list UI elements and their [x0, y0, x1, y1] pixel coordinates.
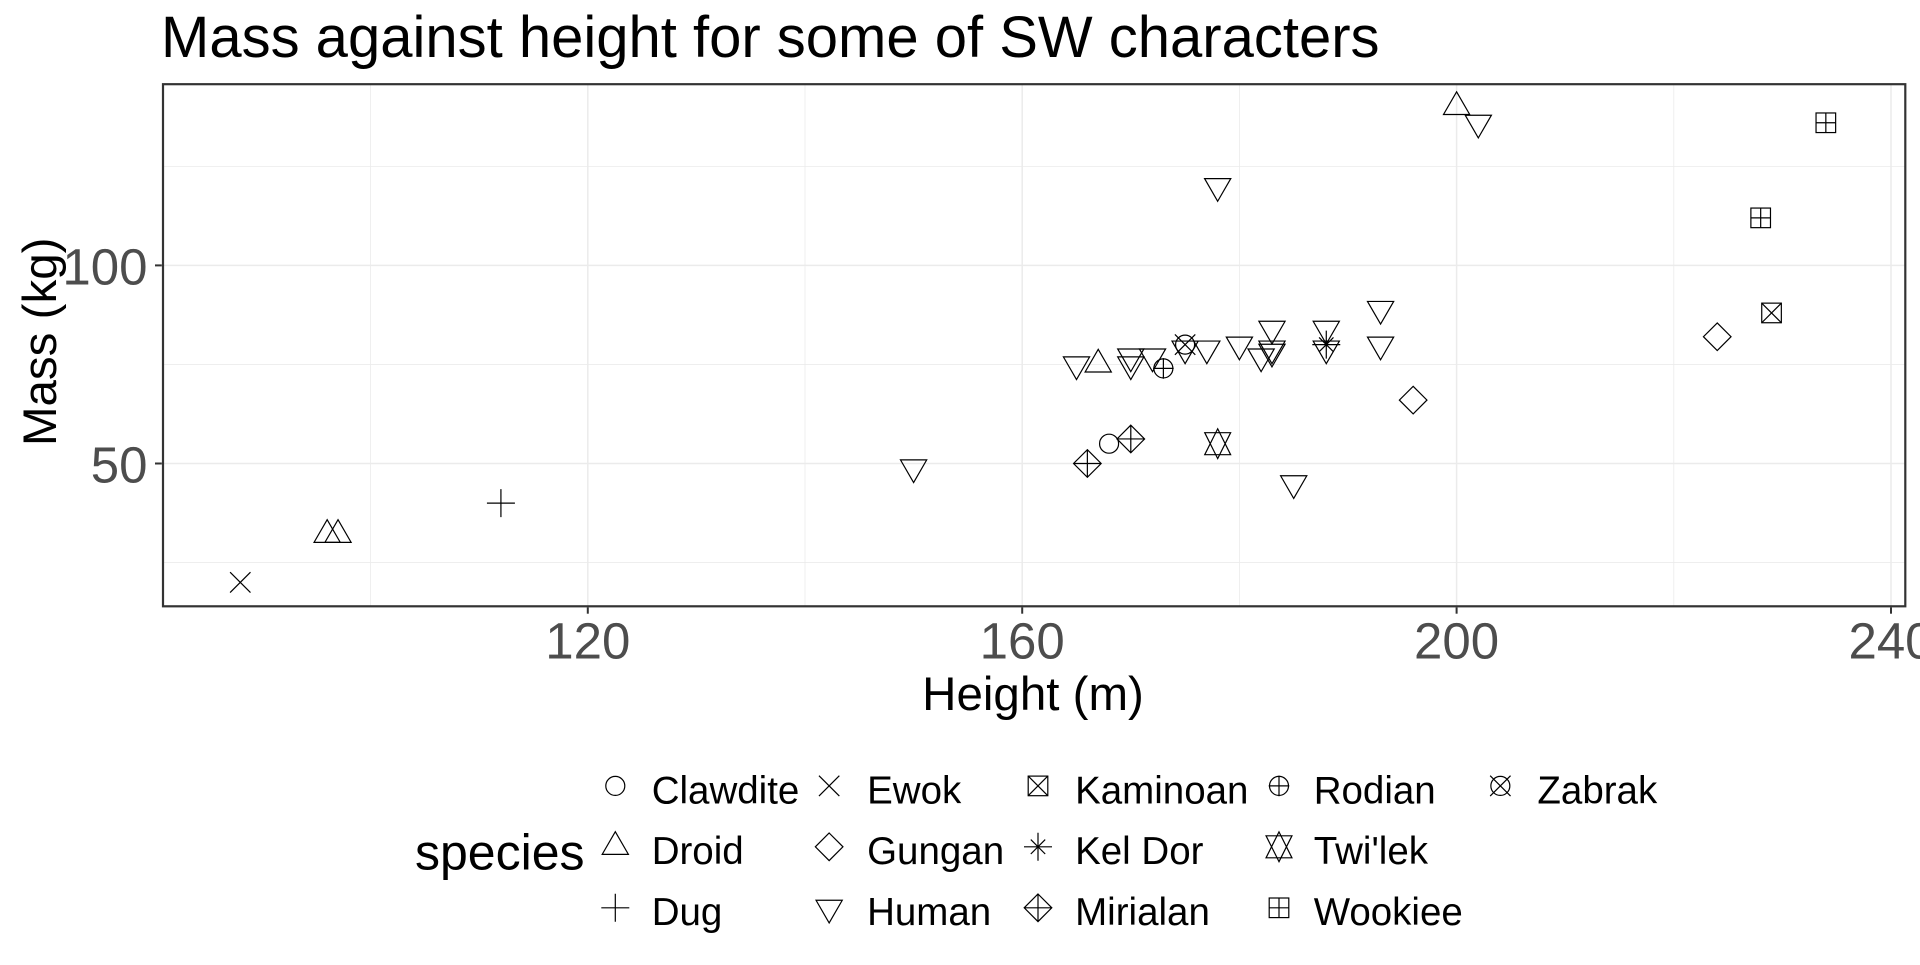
svg-text:100: 100: [62, 239, 147, 296]
svg-text:Kaminoan: Kaminoan: [1075, 769, 1248, 812]
svg-text:Mirialan: Mirialan: [1075, 891, 1210, 934]
svg-text:Gungan: Gungan: [867, 830, 1004, 873]
svg-text:Rodian: Rodian: [1314, 769, 1436, 812]
svg-text:Height (m): Height (m): [922, 668, 1144, 721]
svg-text:Ewok: Ewok: [867, 769, 962, 812]
svg-text:120: 120: [545, 612, 630, 669]
svg-text:50: 50: [91, 437, 148, 494]
svg-text:Clawdite: Clawdite: [652, 769, 800, 812]
svg-text:Wookiee: Wookiee: [1314, 891, 1463, 934]
svg-text:species: species: [415, 825, 585, 881]
svg-text:Human: Human: [867, 891, 991, 934]
svg-text:160: 160: [980, 612, 1065, 669]
svg-text:Droid: Droid: [652, 830, 744, 873]
svg-text:200: 200: [1414, 612, 1499, 669]
svg-text:Dug: Dug: [652, 891, 723, 934]
svg-text:Zabrak: Zabrak: [1537, 769, 1658, 812]
svg-text:Mass (kg): Mass (kg): [14, 238, 67, 447]
svg-text:Mass against height for some o: Mass against height for some of SW chara…: [161, 5, 1380, 70]
svg-text:Kel Dor: Kel Dor: [1075, 830, 1204, 873]
svg-text:240: 240: [1848, 612, 1920, 669]
svg-text:Twi'lek: Twi'lek: [1314, 830, 1429, 873]
